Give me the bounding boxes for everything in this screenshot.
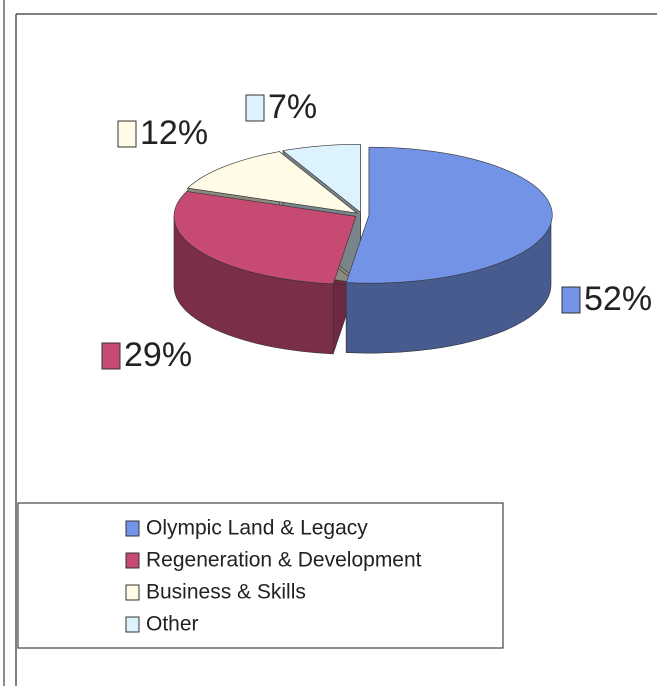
pie-slice [282,143,361,213]
legend-label: Business & Skills [146,581,306,604]
data-label: 52% [584,280,652,318]
label-swatch [245,94,265,122]
legend-label: Other [146,613,199,636]
legend-label: Regeneration & Development [146,549,422,572]
data-label: 29% [124,336,192,374]
label-swatch [561,286,581,314]
legend-box [17,502,504,649]
legend-swatch [125,616,140,633]
pie-slice [173,191,357,285]
legend-swatch [125,520,140,537]
legend-label: Olympic Land & Legacy [146,517,368,540]
label-swatch [117,120,137,148]
pie-slice [345,146,553,284]
legend-swatch [125,552,140,569]
label-swatch [101,342,121,370]
data-label: 12% [140,114,208,152]
pie-slice [187,151,358,214]
data-label: 7% [268,88,317,126]
legend-swatch [125,584,140,601]
